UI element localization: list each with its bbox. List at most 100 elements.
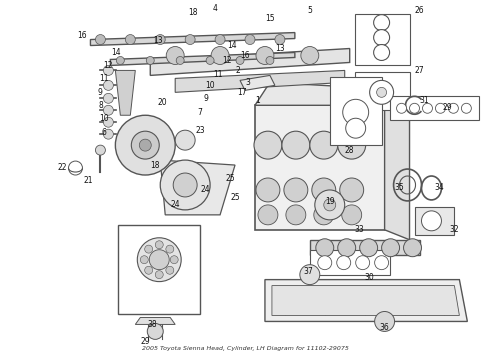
Circle shape bbox=[337, 256, 351, 270]
Circle shape bbox=[314, 205, 334, 225]
Text: 13: 13 bbox=[275, 44, 285, 53]
Circle shape bbox=[324, 199, 336, 211]
Circle shape bbox=[410, 103, 419, 113]
Text: 28: 28 bbox=[345, 145, 354, 154]
Text: 29: 29 bbox=[442, 103, 452, 112]
Text: 2: 2 bbox=[236, 66, 241, 75]
Text: 30: 30 bbox=[365, 273, 374, 282]
Circle shape bbox=[316, 239, 334, 257]
Circle shape bbox=[462, 103, 471, 113]
Circle shape bbox=[211, 46, 229, 64]
Text: 11: 11 bbox=[213, 70, 223, 79]
Circle shape bbox=[360, 239, 378, 257]
Circle shape bbox=[170, 256, 178, 264]
Circle shape bbox=[96, 145, 105, 155]
Bar bbox=[415, 207, 454, 235]
Circle shape bbox=[103, 117, 113, 127]
Circle shape bbox=[131, 131, 159, 159]
Text: 15: 15 bbox=[265, 14, 275, 23]
Text: 36: 36 bbox=[380, 323, 390, 332]
Circle shape bbox=[96, 35, 105, 45]
Text: 29: 29 bbox=[141, 337, 150, 346]
Text: 23: 23 bbox=[196, 126, 205, 135]
Text: 16: 16 bbox=[77, 31, 87, 40]
Circle shape bbox=[375, 256, 389, 270]
Text: 14: 14 bbox=[112, 48, 121, 57]
Text: 5: 5 bbox=[307, 6, 312, 15]
Circle shape bbox=[346, 118, 366, 138]
Circle shape bbox=[256, 46, 274, 64]
Text: 3: 3 bbox=[245, 78, 250, 87]
Bar bbox=[390, 96, 479, 120]
Circle shape bbox=[185, 35, 195, 45]
Polygon shape bbox=[110, 53, 295, 66]
Polygon shape bbox=[91, 32, 295, 45]
Circle shape bbox=[215, 35, 225, 45]
Circle shape bbox=[338, 239, 356, 257]
Circle shape bbox=[115, 115, 175, 175]
Circle shape bbox=[254, 131, 282, 159]
Circle shape bbox=[147, 57, 154, 64]
Circle shape bbox=[312, 178, 336, 202]
Text: 20: 20 bbox=[157, 98, 167, 107]
Text: 26: 26 bbox=[415, 6, 424, 15]
Text: 19: 19 bbox=[325, 197, 335, 206]
Circle shape bbox=[377, 87, 387, 97]
Polygon shape bbox=[150, 49, 350, 75]
Text: 27: 27 bbox=[415, 66, 424, 75]
Bar bbox=[355, 14, 410, 66]
Text: 32: 32 bbox=[450, 225, 459, 234]
Text: 25: 25 bbox=[225, 174, 235, 183]
Circle shape bbox=[375, 311, 394, 332]
Text: 13: 13 bbox=[153, 36, 163, 45]
Circle shape bbox=[116, 57, 124, 64]
Circle shape bbox=[103, 66, 113, 75]
Polygon shape bbox=[272, 285, 460, 315]
Text: 9: 9 bbox=[98, 88, 103, 97]
Circle shape bbox=[318, 256, 332, 270]
Circle shape bbox=[343, 99, 368, 125]
Text: 16: 16 bbox=[240, 51, 250, 60]
Text: 34: 34 bbox=[435, 184, 444, 193]
Circle shape bbox=[382, 239, 399, 257]
Polygon shape bbox=[135, 318, 175, 324]
Circle shape bbox=[340, 178, 364, 202]
Text: 6: 6 bbox=[102, 128, 107, 137]
Text: 18: 18 bbox=[150, 161, 160, 170]
Circle shape bbox=[145, 245, 153, 253]
Circle shape bbox=[125, 35, 135, 45]
Polygon shape bbox=[385, 105, 410, 240]
Circle shape bbox=[301, 46, 319, 64]
Text: 33: 33 bbox=[355, 225, 365, 234]
Circle shape bbox=[149, 250, 169, 270]
Circle shape bbox=[166, 46, 184, 64]
Text: 12: 12 bbox=[104, 61, 113, 70]
Polygon shape bbox=[255, 105, 385, 230]
Text: 24: 24 bbox=[171, 201, 180, 210]
Bar bbox=[330, 77, 382, 145]
Text: 2005 Toyota Sienna Head, Cylinder, LH Diagram for 11102-29075: 2005 Toyota Sienna Head, Cylinder, LH Di… bbox=[142, 346, 348, 351]
Circle shape bbox=[137, 238, 181, 282]
Circle shape bbox=[374, 30, 390, 45]
Circle shape bbox=[396, 103, 407, 113]
Text: 17: 17 bbox=[237, 88, 247, 97]
Bar bbox=[355, 72, 410, 110]
Circle shape bbox=[155, 241, 163, 249]
Circle shape bbox=[139, 139, 151, 151]
Circle shape bbox=[155, 35, 165, 45]
Text: 37: 37 bbox=[303, 267, 313, 276]
Polygon shape bbox=[310, 240, 419, 255]
Text: 1: 1 bbox=[256, 96, 260, 105]
Circle shape bbox=[166, 245, 174, 253]
Circle shape bbox=[374, 45, 390, 60]
Circle shape bbox=[176, 57, 184, 64]
Circle shape bbox=[155, 271, 163, 279]
Text: 10: 10 bbox=[99, 114, 109, 123]
Circle shape bbox=[256, 178, 280, 202]
Text: 35: 35 bbox=[394, 184, 404, 193]
Text: 11: 11 bbox=[99, 74, 109, 83]
Circle shape bbox=[448, 103, 458, 113]
Circle shape bbox=[103, 80, 113, 90]
Circle shape bbox=[436, 103, 445, 113]
Circle shape bbox=[103, 129, 113, 139]
